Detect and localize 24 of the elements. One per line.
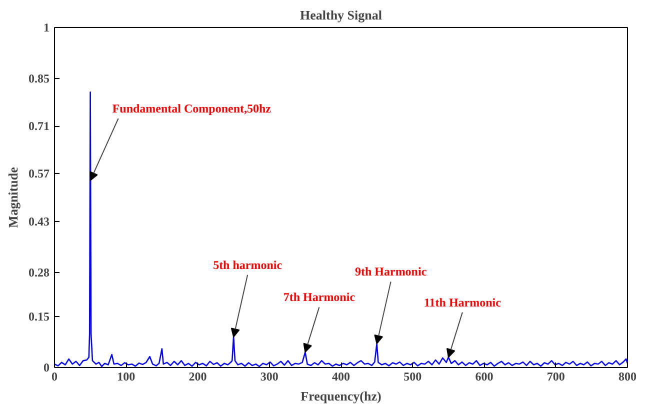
- annotation: 5th harmonic: [213, 258, 283, 272]
- y-tick-label: 0.57: [28, 166, 50, 181]
- x-tick-label: 600: [475, 370, 494, 384]
- x-axis-title: Frequency(hz): [300, 388, 382, 404]
- x-tick-label: 100: [117, 370, 136, 384]
- x-tick-label: 200: [188, 370, 207, 384]
- x-tick-label: 400: [332, 370, 350, 384]
- chart-title: Healthy Signal: [300, 8, 382, 22]
- annotation: 9th Harmonic: [354, 264, 428, 279]
- y-axis-title: Magnitude: [6, 166, 20, 228]
- annotation: 11th Harmonic: [424, 295, 502, 310]
- annotation: Fundamental Component,50hz: [112, 102, 272, 116]
- y-tick-label: 0.85: [28, 72, 50, 86]
- x-tick-label: 500: [404, 370, 422, 384]
- x-tick-label: 800: [618, 370, 636, 384]
- annotation: 7th Harmonic: [283, 290, 356, 304]
- y-tick-label: 0.43: [28, 214, 50, 228]
- x-tick-label: 700: [546, 370, 565, 384]
- y-tick-label: 0: [44, 360, 50, 374]
- y-tick-label: 0.28: [28, 265, 50, 280]
- x-tick-label: 300: [260, 370, 278, 384]
- y-tick-label: 1: [44, 20, 50, 34]
- y-tick-label: 0.71: [28, 119, 50, 134]
- y-tick-label: 0.15: [28, 310, 50, 324]
